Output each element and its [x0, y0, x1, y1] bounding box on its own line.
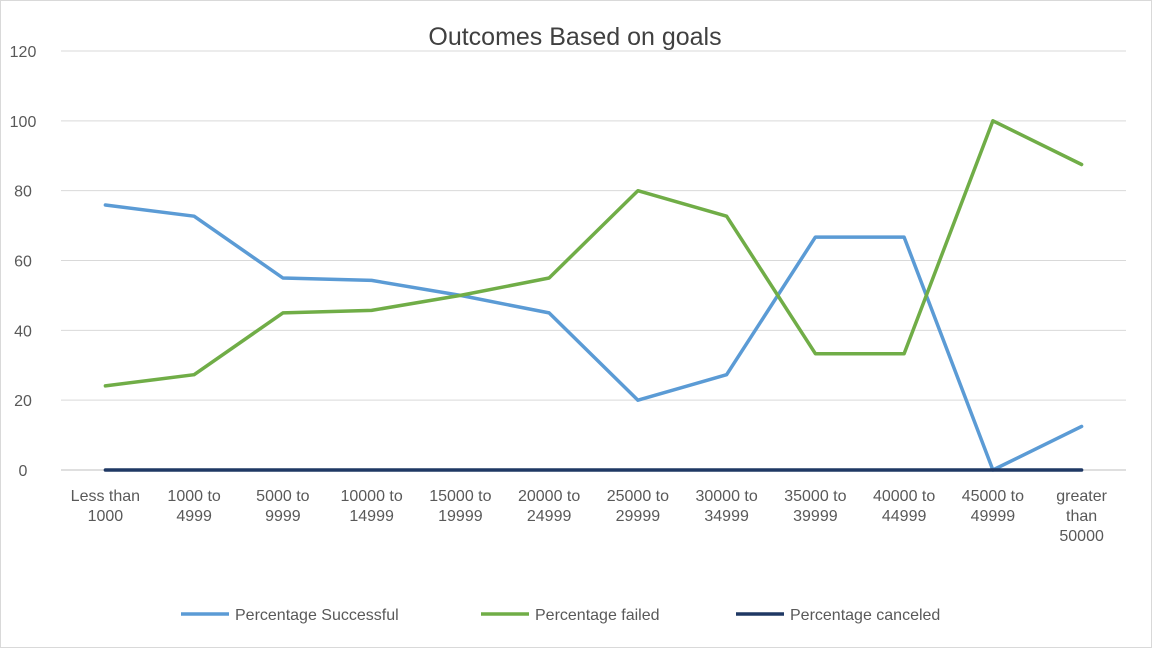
- y-tick-label: 40: [14, 323, 32, 340]
- legend-item: Percentage canceled: [736, 607, 940, 624]
- x-tick-label: 15000 to 19999: [429, 488, 491, 525]
- legend-item: Percentage Successful: [181, 607, 399, 624]
- series-line-1: [103, 203, 1084, 472]
- x-tick-label: 25000 to 29999: [607, 488, 669, 525]
- x-tick-label: greater than 50000: [1056, 488, 1107, 545]
- x-tick-label: 20000 to 24999: [518, 488, 580, 525]
- series-line-2: [103, 119, 1084, 388]
- y-axis-ticks: 0 20 40 60 80 100 120: [10, 44, 37, 480]
- legend-label: Percentage canceled: [790, 607, 940, 624]
- x-tick-label: 35000 to 39999: [784, 488, 846, 525]
- x-tick-label: Less than 1000: [71, 488, 140, 525]
- x-tick-label: 30000 to 34999: [695, 488, 757, 525]
- legend-label: Percentage Successful: [235, 607, 399, 624]
- chart-title: Outcomes Based on goals: [428, 23, 721, 51]
- y-tick-label: 120: [10, 44, 37, 61]
- y-tick-label: 60: [14, 254, 32, 271]
- x-tick-label: 1000 to 4999: [167, 488, 220, 525]
- y-tick-label: 0: [19, 463, 28, 480]
- gridlines: [61, 50, 1126, 471]
- x-axis-ticks: Less than 1000 1000 to 4999 5000 to 9999 10000…: [71, 488, 1108, 545]
- legend-item: Percentage failed: [481, 607, 660, 624]
- y-tick-label: 100: [10, 114, 37, 131]
- y-tick-label: 80: [14, 184, 32, 201]
- series-lines: [103, 119, 1084, 472]
- legend: Percentage Successful Percentage failed Pe…: [181, 607, 940, 624]
- y-tick-label: 20: [14, 393, 32, 410]
- legend-label: Percentage failed: [535, 607, 660, 624]
- x-tick-label: 40000 to 44999: [873, 488, 935, 525]
- x-tick-label: 45000 to 49999: [962, 488, 1024, 525]
- x-tick-label: 5000 to 9999: [256, 488, 309, 525]
- x-tick-label: 10000 to 14999: [340, 488, 402, 525]
